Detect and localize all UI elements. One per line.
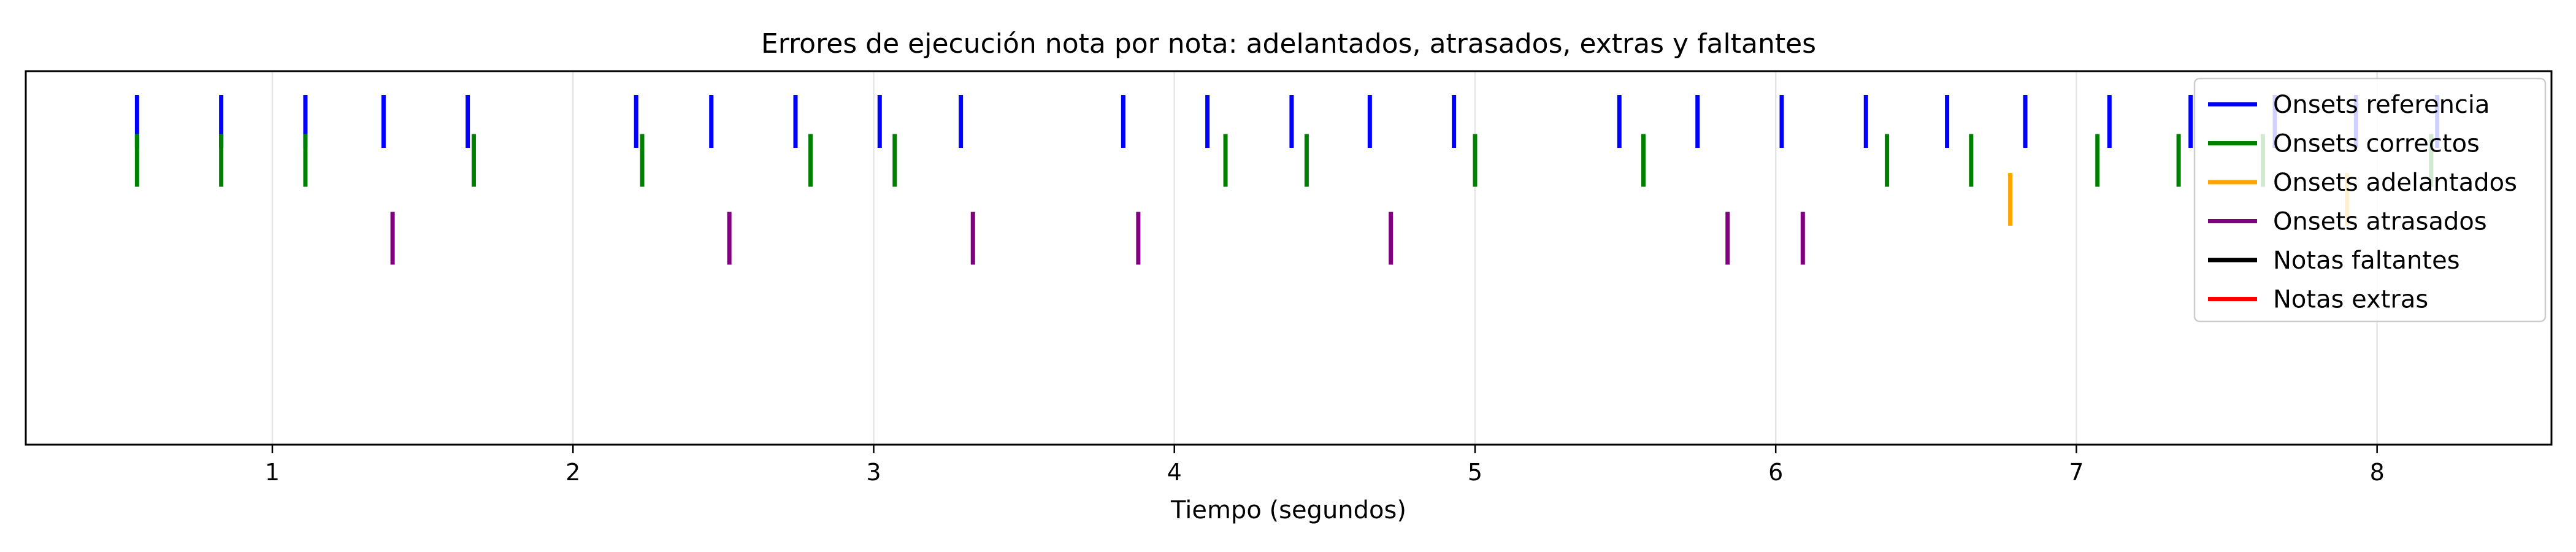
x-tick-label-6: 6 <box>1768 459 1783 486</box>
grid-lines <box>271 71 2378 445</box>
x-tick-label-4: 4 <box>1167 459 1182 486</box>
x-tick-label-7: 7 <box>2069 459 2083 486</box>
x-tick-label-5: 5 <box>1468 459 1482 486</box>
chart-title: Errores de ejecución nota por nota: adel… <box>761 28 1816 59</box>
x-tick-label-1: 1 <box>265 459 280 486</box>
legend: Onsets referencia Onsets correctos Onsets … <box>2193 77 2547 323</box>
legend-label-0: Onsets referencia <box>2273 91 2490 119</box>
legend-label-5: Notas extras <box>2273 286 2428 314</box>
legend-label-2: Onsets adelantados <box>2273 169 2517 197</box>
legend-box <box>2193 77 2547 323</box>
x-axis-ticks: 1 2 3 4 5 6 7 8 <box>265 445 2385 486</box>
legend-label-3: Onsets atrasados <box>2273 208 2487 236</box>
event-marks <box>134 95 2440 265</box>
legend-label-4: Notas faltantes <box>2273 247 2460 275</box>
x-tick-label-8: 8 <box>2370 459 2385 486</box>
x-axis-label: Tiempo (segundos) <box>1170 496 1406 524</box>
legend-label-1: Onsets correctos <box>2273 130 2480 158</box>
x-tick-label-2: 2 <box>565 459 580 486</box>
x-tick-label-3: 3 <box>866 459 881 486</box>
plot-frame <box>25 70 2553 446</box>
